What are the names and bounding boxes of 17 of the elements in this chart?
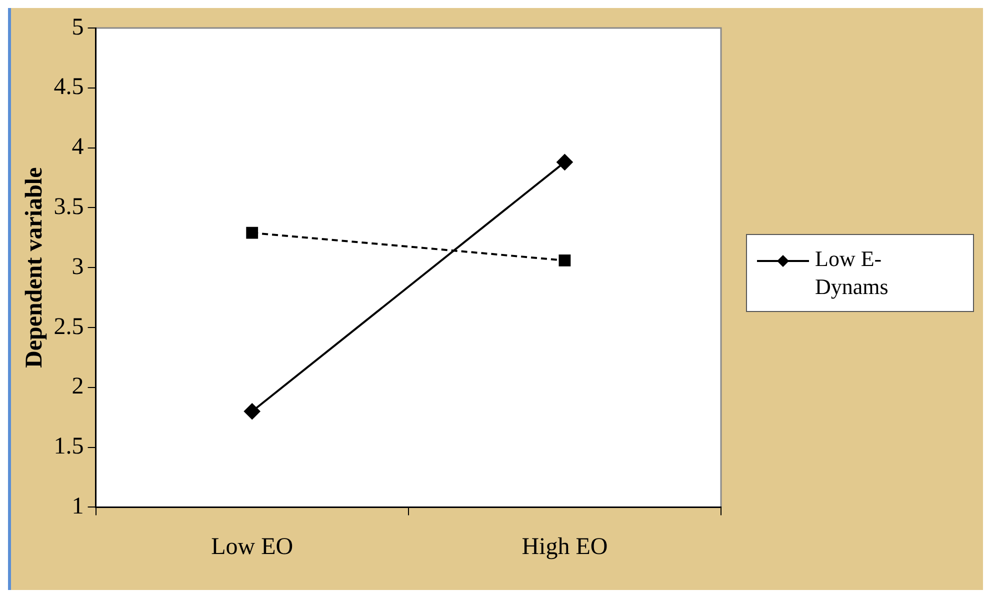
y-tick-label: 4.5 <box>54 74 84 100</box>
y-tick-label: 2 <box>72 374 84 400</box>
y-tick-label: 1 <box>72 493 84 520</box>
y-tick-label: 1.5 <box>54 434 84 460</box>
y-axis-title: Dependent variable <box>22 166 48 368</box>
y-tick-label: 2.5 <box>54 314 84 340</box>
x-tick-label: High EO <box>522 534 608 560</box>
legend-label: Low E-Dynams <box>815 245 890 301</box>
point <box>246 226 258 239</box>
point <box>244 403 260 420</box>
y-tick-label: 3.5 <box>54 194 84 220</box>
y-tick-label: 4 <box>72 134 84 160</box>
point <box>556 154 573 170</box>
y-tick-label: 3 <box>72 254 84 280</box>
y-tick-label: 5 <box>72 14 84 40</box>
point <box>558 254 571 266</box>
x-tick-label: Low EO <box>211 534 294 560</box>
